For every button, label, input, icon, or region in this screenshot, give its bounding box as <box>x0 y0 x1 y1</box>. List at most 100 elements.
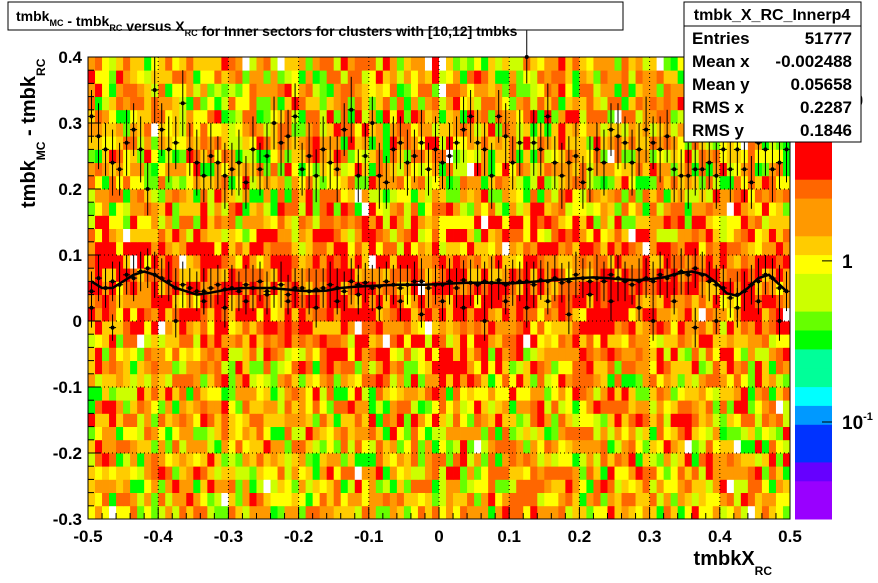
heatmap-cell <box>165 492 173 507</box>
heatmap-cell <box>775 228 784 243</box>
heatmap-cell <box>600 96 608 111</box>
heatmap-cell <box>186 57 194 71</box>
heatmap-cell <box>488 479 496 493</box>
heatmap-cell <box>403 57 412 71</box>
heatmap-cell <box>572 215 580 229</box>
heatmap-cell <box>628 373 636 388</box>
heatmap-cell <box>467 387 475 401</box>
heatmap-cell <box>712 479 721 493</box>
heatmap-cell <box>635 439 643 454</box>
heatmap-cell <box>670 70 679 84</box>
heatmap-cell <box>102 492 110 507</box>
heatmap-cell <box>340 162 349 177</box>
heatmap-cell <box>628 70 636 84</box>
heatmap-cell <box>740 228 749 243</box>
heatmap-cell <box>382 347 391 361</box>
heatmap-cell <box>382 321 391 335</box>
heatmap-cell <box>263 387 271 401</box>
heatmap-cell <box>410 294 419 309</box>
heatmap-cell <box>200 387 208 401</box>
heatmap-cell <box>172 466 180 480</box>
heatmap-cell <box>179 241 187 256</box>
heatmap-cell <box>495 57 503 71</box>
heatmap-cell <box>453 387 461 401</box>
heatmap-cell <box>572 70 580 84</box>
heatmap-cell <box>424 241 433 256</box>
heatmap-cell <box>431 387 440 401</box>
heatmap-cell <box>579 96 587 111</box>
upper-point-marker <box>616 134 621 139</box>
heatmap-cell <box>726 268 735 282</box>
heatmap-cell <box>453 255 461 269</box>
heatmap-cell <box>495 347 503 361</box>
heatmap-cell <box>256 334 264 348</box>
heatmap-cell <box>116 83 124 97</box>
heatmap-cell <box>474 70 482 84</box>
heatmap-cell <box>88 373 96 388</box>
heatmap-cell <box>775 373 784 388</box>
heatmap-cell <box>193 400 201 414</box>
heatmap-cell <box>502 492 510 507</box>
heatmap-cell <box>516 57 524 71</box>
heatmap-cell <box>347 334 356 348</box>
heatmap-cell <box>495 307 503 322</box>
heatmap-cell <box>361 505 370 520</box>
upper-point-marker <box>573 154 578 158</box>
heatmap-cell <box>488 413 496 427</box>
heatmap-cell <box>354 321 363 335</box>
upper-point-marker <box>405 160 410 165</box>
heatmap-cell <box>242 123 250 137</box>
heatmap-cell <box>649 400 658 414</box>
heatmap-cell <box>523 347 531 361</box>
heatmap-cell <box>186 334 194 348</box>
heatmap-cell <box>319 373 328 388</box>
colorbar-segment <box>795 349 832 369</box>
heatmap-cell <box>193 70 201 84</box>
heatmap-cell <box>586 347 594 361</box>
heatmap-cell <box>579 453 587 467</box>
heatmap-cell <box>691 426 700 441</box>
heatmap-cell <box>431 439 440 454</box>
heatmap-cell <box>340 175 349 190</box>
heatmap-cell <box>298 373 307 388</box>
heatmap-cell <box>396 413 405 427</box>
heatmap-cell <box>424 413 433 427</box>
heatmap-cell <box>137 96 145 111</box>
heatmap-cell <box>712 202 721 216</box>
heatmap-cell <box>782 228 791 243</box>
heatmap-cell <box>263 70 271 84</box>
heatmap-cell <box>474 228 482 243</box>
heatmap-cell <box>298 400 307 414</box>
heatmap-cell <box>88 360 96 375</box>
heatmap-cell <box>754 453 763 467</box>
heatmap-cell <box>326 83 335 97</box>
heatmap-cell <box>116 413 124 427</box>
heatmap-cell <box>530 426 538 441</box>
heatmap-cell <box>214 505 222 520</box>
heatmap-cell <box>375 57 384 71</box>
heatmap-cell <box>389 189 398 203</box>
heatmap-cell <box>249 360 257 375</box>
heatmap-cell <box>614 228 622 243</box>
heatmap-cell <box>740 307 749 322</box>
heatmap-cell <box>579 373 587 388</box>
heatmap-cell <box>544 387 552 401</box>
heatmap-cell <box>607 387 615 401</box>
heatmap-cell <box>235 57 243 71</box>
heatmap-cell <box>88 57 96 71</box>
heatmap-cell <box>628 241 636 256</box>
heatmap-cell <box>698 413 707 427</box>
heatmap-cell <box>95 307 103 322</box>
heatmap-cell <box>621 83 629 97</box>
heatmap-cell <box>249 347 257 361</box>
heatmap-cell <box>333 321 342 335</box>
heatmap-cell <box>698 453 707 467</box>
upper-point-marker <box>293 114 298 119</box>
heatmap-cell <box>389 321 398 335</box>
heatmap-cell <box>347 347 356 361</box>
heatmap-cell <box>130 453 138 467</box>
heatmap-cell <box>775 426 784 441</box>
heatmap-cell <box>649 426 658 441</box>
heatmap-cell <box>600 307 608 322</box>
profile-point-marker <box>201 289 206 294</box>
